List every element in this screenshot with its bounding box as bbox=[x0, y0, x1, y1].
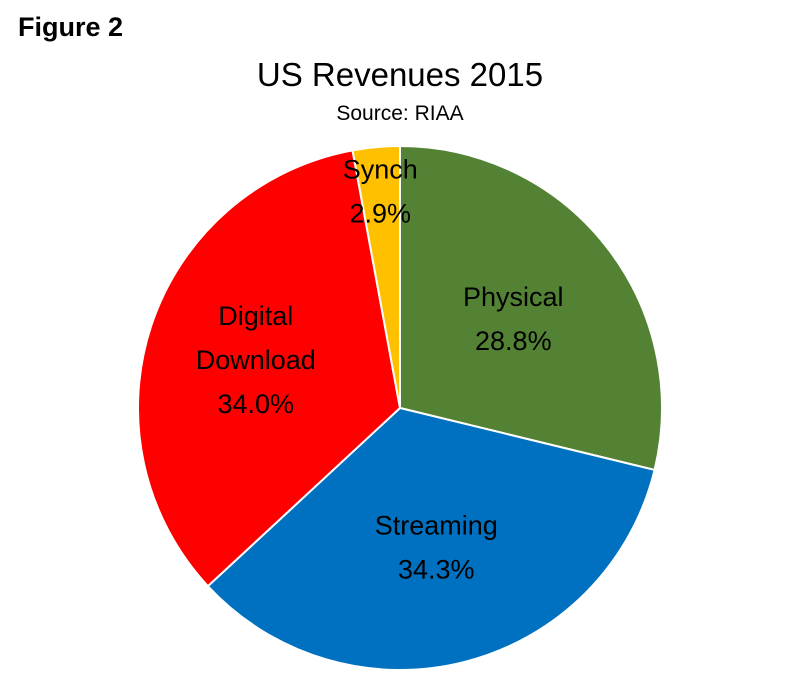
pie-label-digital-download: Digital Download 34.0% bbox=[196, 301, 316, 419]
pie-slice-digital-download bbox=[137, 149, 402, 588]
pie-label-physical: Physical 28.8% bbox=[463, 282, 564, 356]
pie-slice-synch bbox=[351, 144, 401, 409]
chart-subtitle: Source: RIAA bbox=[336, 102, 464, 125]
figure-label: Figure 2 bbox=[18, 12, 124, 42]
pie-slice-streaming bbox=[206, 406, 656, 671]
pie-label-streaming: Streaming 34.3% bbox=[375, 510, 498, 584]
pie-slice-physical bbox=[399, 144, 663, 472]
chart-title: US Revenues 2015 bbox=[256, 56, 544, 93]
pie-label-synch: Synch 2.9% bbox=[343, 154, 418, 228]
